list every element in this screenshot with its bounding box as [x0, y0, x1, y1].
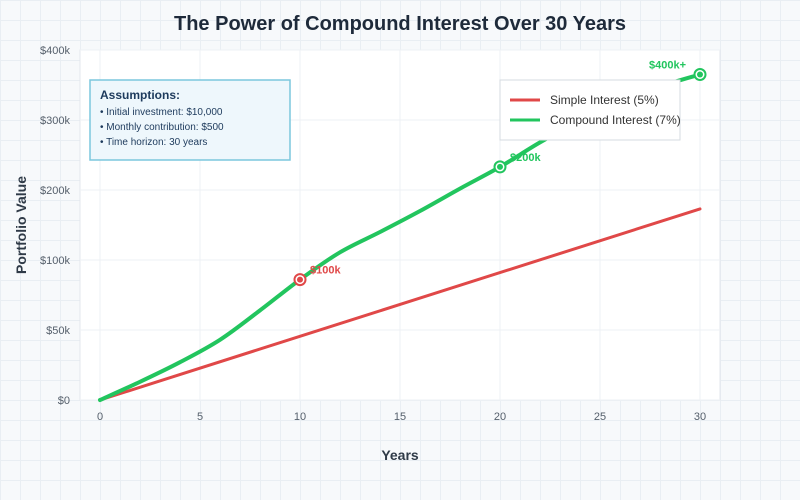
- y-tick-label: $300k: [40, 115, 70, 127]
- y-tick-label: $400k: [40, 45, 70, 57]
- grid: [80, 49, 720, 401]
- milestone-marker-dot: [697, 71, 703, 78]
- x-tick-label: 5: [197, 411, 203, 423]
- assumptions-title: Assumptions:: [100, 88, 180, 102]
- series-line-simple: [98, 207, 702, 402]
- x-axis-label: Years: [381, 447, 419, 463]
- y-tick-label: $50k: [46, 325, 70, 337]
- milestone-label: $400k+: [649, 60, 686, 72]
- x-tick-label: 0: [97, 411, 103, 423]
- y-tick-label: $100k: [40, 255, 70, 267]
- assumption-line: • Time horizon: 30 years: [100, 137, 207, 148]
- x-axis-ticks: 0 5 10 15 20 25 30: [97, 411, 706, 423]
- x-tick-label: 10: [294, 411, 306, 423]
- markers: $100k $200k $400k+: [293, 60, 707, 287]
- legend: Simple Interest (5%) Compound Interest (…: [499, 79, 681, 141]
- y-tick-label: $0: [58, 395, 70, 407]
- x-tick-label: 20: [494, 411, 506, 423]
- milestone-marker-dot: [297, 276, 303, 283]
- y-axis-ticks: $0 $50k $100k $200k $300k $400k: [40, 45, 70, 407]
- y-tick-label: $200k: [40, 185, 70, 197]
- milestone-label: $100k: [310, 265, 341, 277]
- milestone-marker-dot: [497, 163, 503, 170]
- x-tick-label: 25: [594, 411, 606, 423]
- legend-label-compound: Compound Interest (7%): [550, 113, 681, 127]
- y-axis-label: Portfolio Value: [13, 176, 29, 274]
- assumption-line: • Monthly contribution: $500: [100, 122, 224, 133]
- legend-label-simple: Simple Interest (5%): [550, 93, 659, 107]
- milestone-label: $200k: [510, 152, 541, 164]
- x-tick-label: 30: [694, 411, 706, 423]
- x-tick-label: 15: [394, 411, 406, 423]
- assumption-line: • Initial investment: $10,000: [100, 107, 223, 118]
- assumptions-box: Assumptions: • Initial investment: $10,0…: [89, 79, 291, 161]
- chart-title: The Power of Compound Interest Over 30 Y…: [174, 13, 626, 35]
